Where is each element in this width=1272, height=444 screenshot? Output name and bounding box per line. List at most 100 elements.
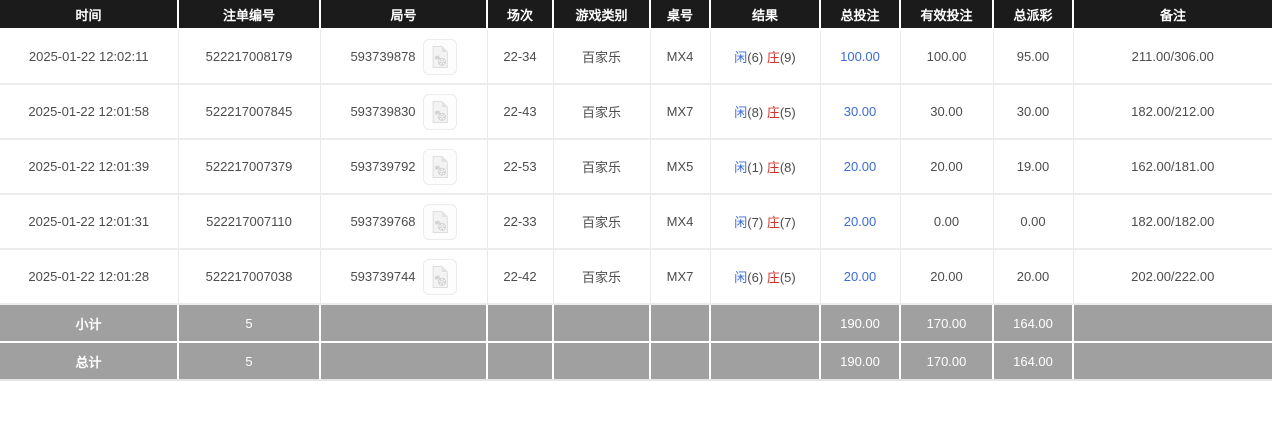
- summary-total-bet: 190.00: [820, 342, 901, 381]
- total-bet-link[interactable]: 30.00: [843, 104, 877, 119]
- player-result-label: 闲: [734, 105, 748, 120]
- summary-total-payout: 164.00: [993, 304, 1074, 343]
- banker-result-label: 庄: [766, 270, 780, 285]
- video-replay-button[interactable]: [422, 38, 457, 75]
- col-header-bet-id: 注单编号: [178, 0, 321, 30]
- video-replay-button[interactable]: [422, 93, 457, 130]
- col-header-valid-bet: 有效投注: [900, 0, 994, 30]
- cell-total-bet: 20.00: [820, 194, 901, 250]
- cell-session: 22-53: [487, 139, 554, 195]
- cell-game-type: 百家乐: [553, 84, 651, 140]
- cell-table-no: MX4: [650, 29, 711, 85]
- summary-count: 5: [178, 304, 321, 343]
- summary-label: 小计: [0, 304, 179, 343]
- cell-result: 闲(1) 庄(8): [710, 139, 821, 195]
- cell-table-no: MX7: [650, 249, 711, 305]
- player-result-label: 闲: [734, 215, 748, 230]
- col-header-result: 结果: [710, 0, 821, 30]
- total-bet-link[interactable]: 100.00: [840, 49, 880, 64]
- player-result-label: 闲: [734, 160, 748, 175]
- player-result-score: (8): [747, 105, 764, 120]
- summary-valid-bet: 170.00: [900, 304, 994, 343]
- round-id-text: 593739792: [350, 159, 416, 174]
- summary-count: 5: [178, 342, 321, 381]
- cell-valid-bet: 0.00: [900, 194, 994, 250]
- bet-records-table: 时间 注单编号 局号 场次 游戏类别 桌号 结果 总投注 有效投注 总派彩 备注 2025-01-2…: [0, 0, 1272, 381]
- total-bet-link[interactable]: 20.00: [843, 269, 877, 284]
- cell-game-type: 百家乐: [553, 139, 651, 195]
- player-result-score: (1): [747, 160, 764, 175]
- total-bet-link[interactable]: 20.00: [843, 214, 877, 229]
- cell-bet-id: 522217008179: [178, 29, 321, 85]
- grandtotal-row: 总计 5 190.00 170.00 164.00: [0, 342, 1272, 381]
- video-file-icon: [429, 155, 451, 179]
- video-replay-button[interactable]: [422, 203, 457, 240]
- banker-result-label: 庄: [766, 215, 780, 230]
- col-header-time: 时间: [0, 0, 179, 30]
- total-bet-link[interactable]: 20.00: [843, 159, 877, 174]
- cell-total-payout: 0.00: [993, 194, 1074, 250]
- cell-time: 2025-01-22 12:02:11: [0, 29, 179, 85]
- video-replay-button[interactable]: [422, 148, 457, 185]
- summary-label: 总计: [0, 342, 179, 381]
- cell-table-no: MX7: [650, 84, 711, 140]
- cell-bet-id: 522217007379: [178, 139, 321, 195]
- summary-empty-game: [553, 304, 651, 343]
- cell-round-id: 593739878: [320, 29, 488, 85]
- cell-session: 22-34: [487, 29, 554, 85]
- player-result-label: 闲: [734, 50, 748, 65]
- subtotal-row: 小计 5 190.00 170.00 164.00: [0, 304, 1272, 343]
- video-replay-button[interactable]: [422, 258, 457, 295]
- cell-total-payout: 20.00: [993, 249, 1074, 305]
- table-row: 2025-01-22 12:01:58 522217007845 593739830…: [0, 84, 1272, 140]
- cell-session: 22-33: [487, 194, 554, 250]
- cell-round-id: 593739768: [320, 194, 488, 250]
- cell-session: 22-43: [487, 84, 554, 140]
- cell-time: 2025-01-22 12:01:28: [0, 249, 179, 305]
- round-id-text: 593739878: [350, 49, 416, 64]
- cell-result: 闲(7) 庄(7): [710, 194, 821, 250]
- table-row: 2025-01-22 12:02:11 522217008179 593739878…: [0, 29, 1272, 85]
- player-result-score: (6): [747, 270, 764, 285]
- summary-valid-bet: 170.00: [900, 342, 994, 381]
- cell-valid-bet: 30.00: [900, 84, 994, 140]
- player-result-score: (6): [747, 50, 764, 65]
- video-file-icon: [429, 265, 451, 289]
- cell-remark: 211.00/306.00: [1073, 29, 1272, 85]
- round-id-text: 593739830: [350, 104, 416, 119]
- summary-empty-table: [650, 342, 711, 381]
- banker-result-score: (5): [779, 105, 796, 120]
- cell-remark: 182.00/182.00: [1073, 194, 1272, 250]
- summary-empty-remark: [1073, 342, 1272, 381]
- banker-result-label: 庄: [766, 50, 780, 65]
- summary-empty-game: [553, 342, 651, 381]
- cell-valid-bet: 20.00: [900, 139, 994, 195]
- cell-round-id: 593739792: [320, 139, 488, 195]
- cell-valid-bet: 20.00: [900, 249, 994, 305]
- banker-result-score: (9): [779, 50, 796, 65]
- col-header-game-type: 游戏类别: [553, 0, 651, 30]
- cell-valid-bet: 100.00: [900, 29, 994, 85]
- cell-time: 2025-01-22 12:01:39: [0, 139, 179, 195]
- video-file-icon: [429, 210, 451, 234]
- cell-total-bet: 20.00: [820, 249, 901, 305]
- table-header: 时间 注单编号 局号 场次 游戏类别 桌号 结果 总投注 有效投注 总派彩 备注: [0, 0, 1272, 30]
- cell-total-bet: 30.00: [820, 84, 901, 140]
- video-file-icon: [429, 100, 451, 124]
- cell-game-type: 百家乐: [553, 29, 651, 85]
- col-header-total-bet: 总投注: [820, 0, 901, 30]
- summary-empty-result: [710, 342, 821, 381]
- table-row: 2025-01-22 12:01:31 522217007110 593739768…: [0, 194, 1272, 250]
- summary-total-payout: 164.00: [993, 342, 1074, 381]
- col-header-table-no: 桌号: [650, 0, 711, 30]
- cell-total-payout: 19.00: [993, 139, 1074, 195]
- col-header-session: 场次: [487, 0, 554, 30]
- cell-round-id: 593739744: [320, 249, 488, 305]
- col-header-total-payout: 总派彩: [993, 0, 1074, 30]
- cell-remark: 162.00/181.00: [1073, 139, 1272, 195]
- cell-table-no: MX5: [650, 139, 711, 195]
- round-id-text: 593739744: [350, 269, 416, 284]
- cell-remark: 182.00/212.00: [1073, 84, 1272, 140]
- cell-game-type: 百家乐: [553, 249, 651, 305]
- summary-empty-result: [710, 304, 821, 343]
